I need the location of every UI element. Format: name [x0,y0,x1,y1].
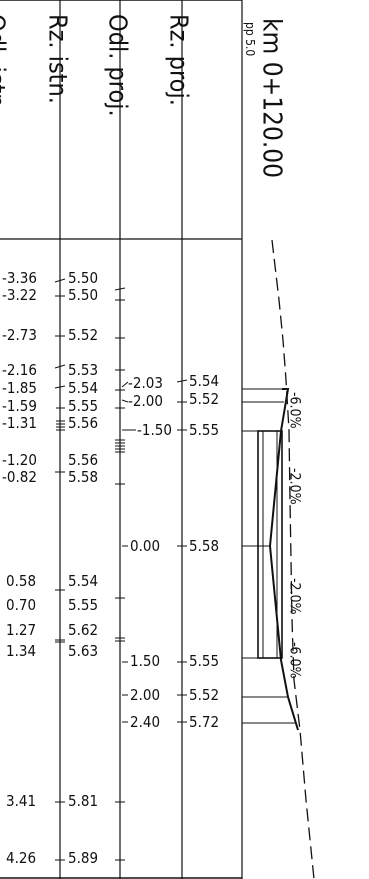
table-frame [0,0,243,879]
design-offset: 0.00 [130,537,160,555]
existing-elevation: 5.56 [68,451,98,469]
design-elevation: 5.55 [189,421,219,439]
existing-ticks [54,278,126,861]
existing-elevation: 5.58 [68,468,98,486]
header-odl-proj: Odl. proj. [104,14,133,117]
existing-elevation: 5.50 [68,286,98,304]
existing-offset: -2.16 [2,361,37,379]
slope-label: -2.0% [286,578,302,615]
existing-elevation: 5.52 [68,326,98,344]
design-elevation: 5.55 [189,652,219,670]
existing-offset: -1.59 [2,397,37,415]
design-elevation: 5.52 [189,390,219,408]
existing-offset: -1.31 [2,414,37,432]
existing-elevation: 5.56 [68,414,98,432]
pavement-box [257,430,283,659]
slope-label: -6.0% [286,642,302,679]
existing-offset: -3.22 [2,286,37,304]
existing-offset: 1.34 [6,642,36,660]
design-elevation: 5.52 [189,686,219,704]
existing-elevation: 5.53 [68,361,98,379]
existing-offset: 0.58 [6,572,36,590]
existing-offset: 4.26 [6,849,36,867]
existing-offset: 1.27 [6,621,36,639]
existing-offset: -1.20 [2,451,37,469]
existing-elevation: 5.54 [68,379,98,397]
existing-elevation: 5.89 [68,849,98,867]
existing-elevation: 5.63 [68,642,98,660]
existing-elevation: 5.50 [68,269,98,287]
slope-label: -6.0% [286,392,302,429]
design-offset: 2.40 [130,713,160,731]
design-offset: 1.50 [130,652,160,670]
pp-label: pp 5.0 [243,22,257,56]
design-elevation: 5.54 [189,372,219,390]
design-elevation: 5.58 [189,537,219,555]
existing-elevation: 5.55 [68,596,98,614]
existing-offset: -3.36 [2,269,37,287]
station-label: km 0+120.00 [257,18,287,178]
header-rz-istn: Rz. istn. [44,14,73,104]
existing-offset: 0.70 [6,596,36,614]
existing-offset: -2.73 [2,326,37,344]
existing-values: -3.36 5.50 -3.22 5.50 -2.73 5.52 -2.16 5… [2,269,98,867]
existing-ground-line [271,239,315,879]
header-rz-proj: Rz. proj. [165,14,194,106]
design-values: -2.03 5.54 -2.00 5.52 -1.50 5.55 0.00 5.… [128,372,219,731]
design-offset: -1.50 [137,421,172,439]
existing-offset: -0.82 [2,468,37,486]
existing-offset: 3.41 [6,792,36,810]
existing-elevation: 5.54 [68,572,98,590]
header-odl-istn: Odl. istn. [0,14,11,115]
existing-elevation: 5.81 [68,792,98,810]
slope-label: -2.0% [286,468,302,505]
design-ticks [121,379,188,723]
design-offset: -2.03 [128,374,163,392]
existing-elevation: 5.55 [68,397,98,415]
design-elevation: 5.72 [189,713,219,731]
design-offset: 2.00 [130,686,160,704]
cross-section-drawing [242,239,315,879]
existing-offset: -1.85 [2,379,37,397]
existing-elevation: 5.62 [68,621,98,639]
design-offset: -2.00 [128,392,163,410]
